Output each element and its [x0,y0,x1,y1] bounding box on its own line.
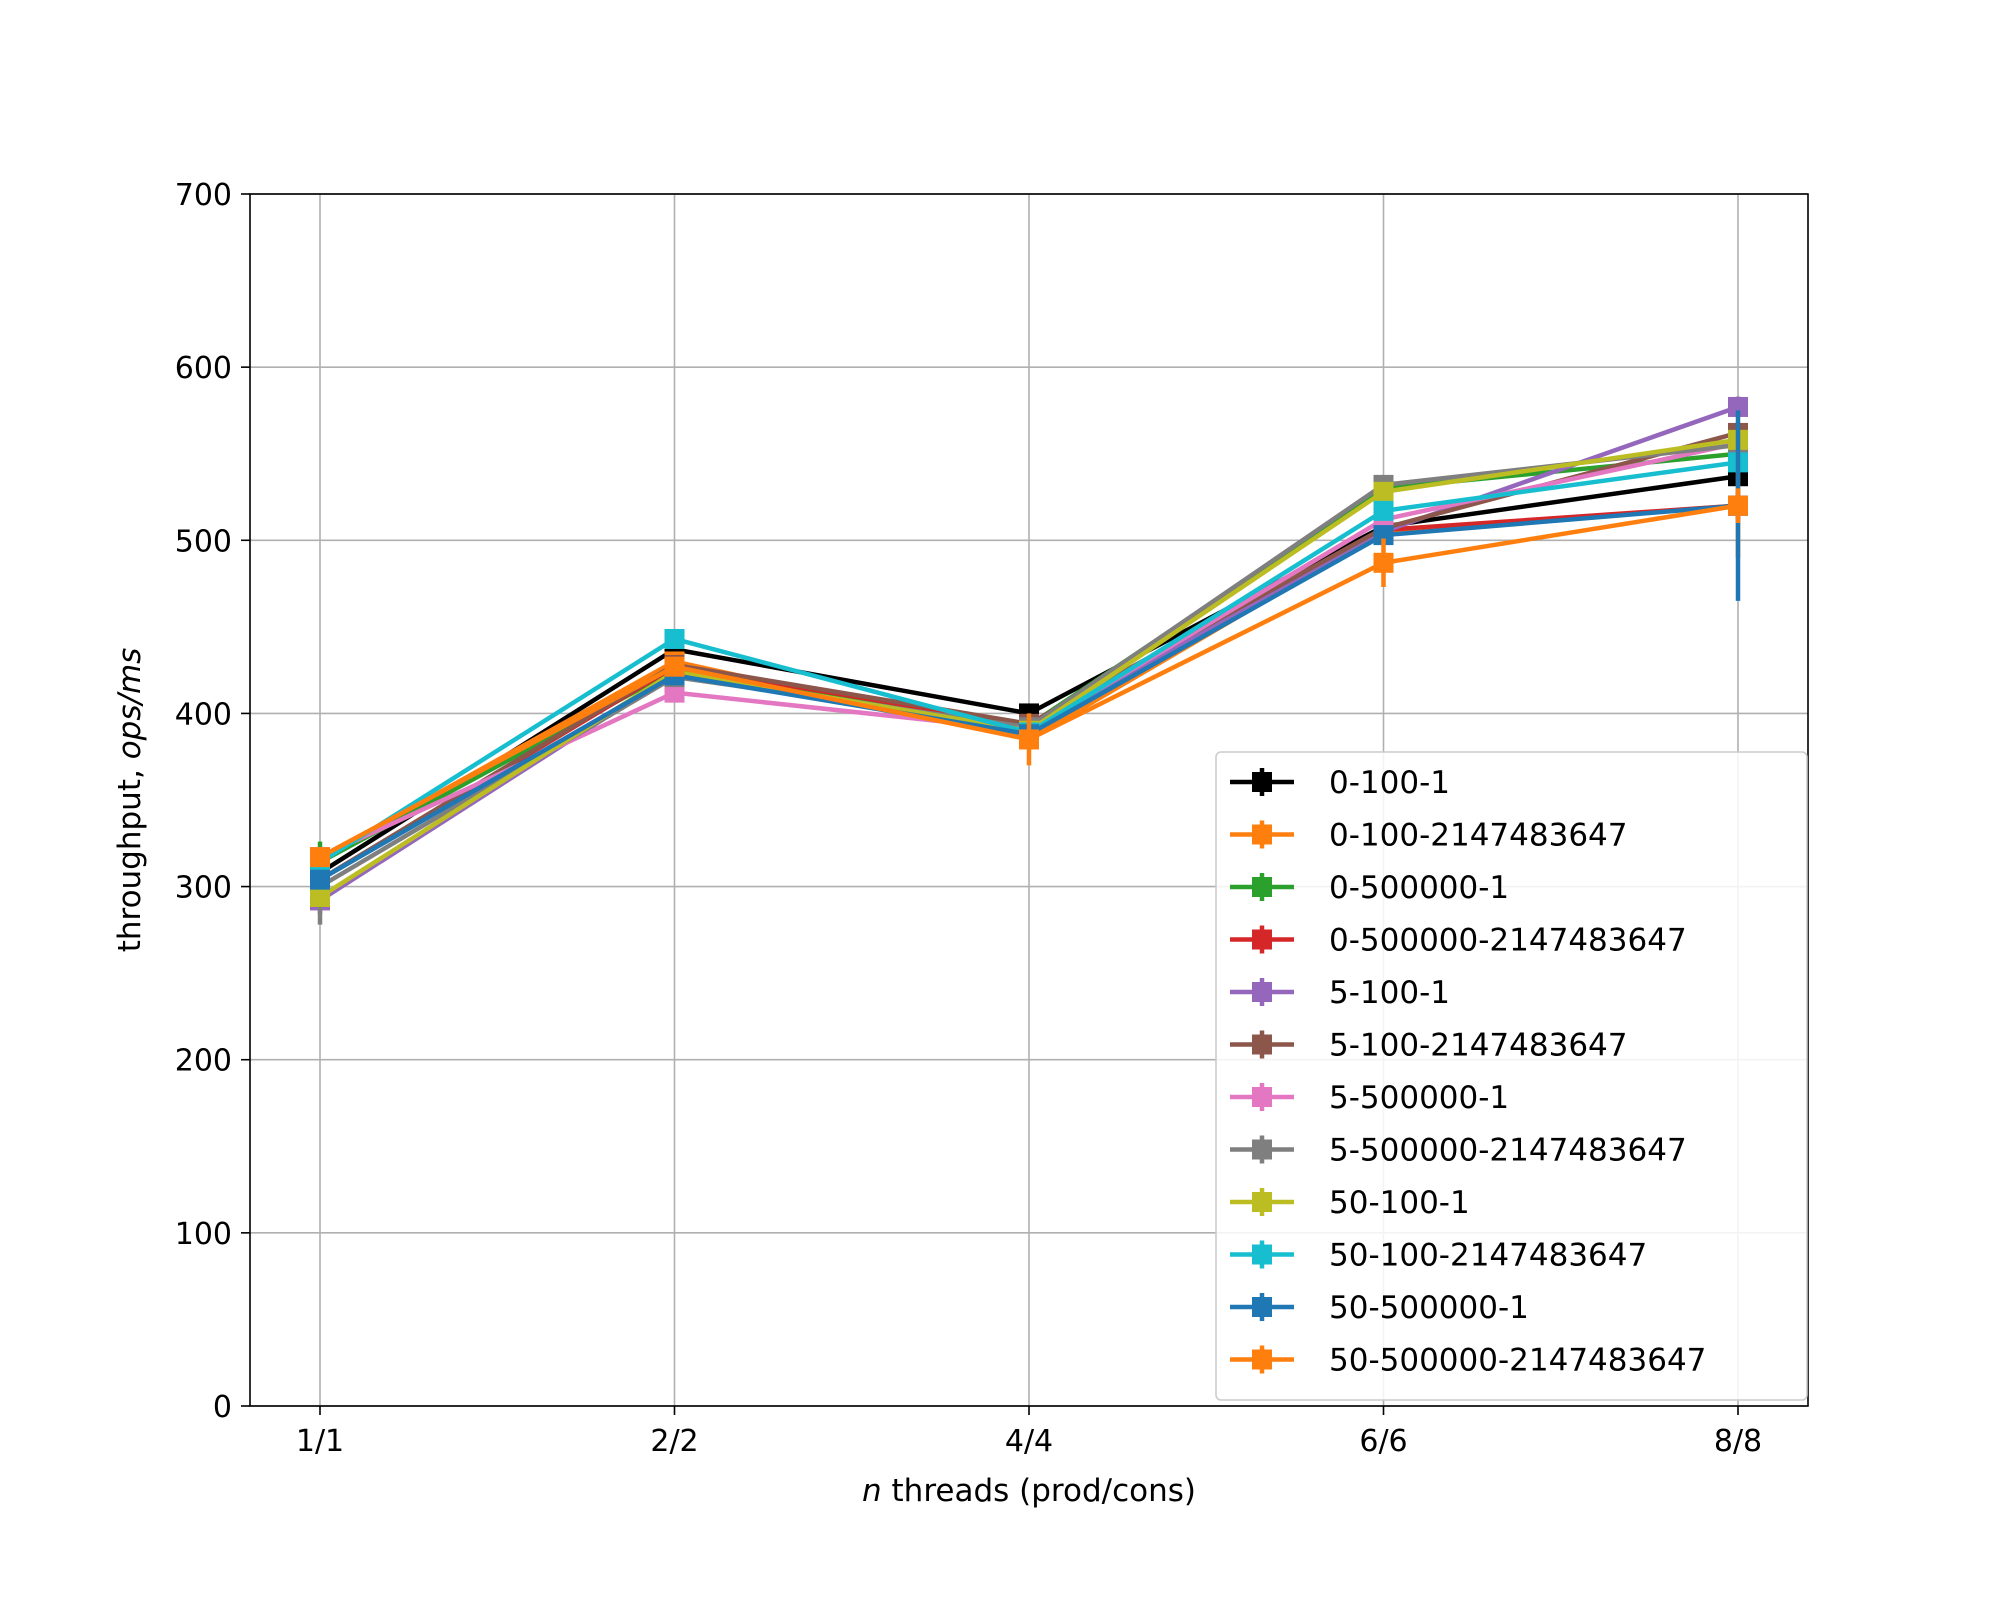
legend-swatch-marker [1252,877,1272,897]
legend-label: 5-500000-1 [1329,1080,1509,1116]
y-axis-label-italic: ops/ms [112,648,148,760]
legend-swatch-marker [1252,929,1272,950]
legend-entry: 50-100-2147483647 [1230,1238,1647,1274]
x-axis-label-italic: n [862,1473,882,1509]
data-point [310,847,330,868]
legend-entry: 0-100-1 [1230,765,1450,801]
legend-label: 5-100-2147483647 [1329,1028,1628,1064]
data-point [664,656,685,677]
x-tick-label: 8/8 [1714,1424,1762,1459]
data-point [1019,729,1039,750]
legend-label: 50-100-1 [1329,1185,1470,1221]
x-tick-label: 2/2 [650,1424,698,1459]
y-tick-label: 500 [175,524,232,559]
legend-entry: 5-100-2147483647 [1230,1028,1628,1064]
legend-entry: 0-500000-1 [1230,870,1509,906]
legend-label: 0-100-1 [1329,765,1450,801]
legend-swatch-marker [1252,1087,1272,1107]
data-point [664,628,685,649]
legend-swatch-marker [1252,1297,1272,1317]
legend-label: 0-500000-2147483647 [1329,923,1687,959]
data-point [1373,481,1394,502]
x-tick-label: 1/1 [296,1424,344,1459]
legend-entry: 0-500000-2147483647 [1230,923,1687,959]
x-axis-label: n threads (prod/cons) [862,1473,1196,1509]
legend-entry: 5-500000-2147483647 [1230,1133,1687,1169]
legend-entry: 0-100-2147483647 [1230,818,1628,854]
legend-label: 5-100-1 [1329,975,1450,1011]
legend-swatch-marker [1252,1034,1272,1055]
data-point [664,682,685,703]
axis-ticks: 1/1 2/2 4/4 6/6 8/8 0 100 200 300 400 500 600 700 [175,178,1762,1459]
legend-label: 0-100-2147483647 [1329,818,1628,854]
y-axis-label: throughput, ops/ms [112,648,148,953]
series-layer [310,396,1748,925]
legend-swatch-marker [1252,1139,1272,1160]
data-point [1373,552,1394,573]
x-tick-label: 4/4 [1005,1424,1053,1459]
legend-label: 0-500000-1 [1329,870,1509,906]
y-tick-label: 300 [175,871,232,906]
y-tick-label: 200 [175,1044,232,1079]
data-point [310,869,330,890]
legend-entry: 50-500000-1 [1230,1290,1529,1326]
legend-entry: 5-500000-1 [1230,1080,1509,1116]
y-tick-label: 100 [175,1217,232,1252]
legend-swatch-marker [1252,982,1272,1002]
x-tick-label: 6/6 [1359,1424,1407,1459]
legend-label: 5-500000-2147483647 [1329,1133,1687,1169]
legend-box [1215,751,1808,1401]
legend-swatch-marker [1252,1192,1272,1212]
legend-label: 50-500000-1 [1329,1290,1529,1326]
y-tick-label: 600 [175,351,232,386]
legend: 0-100-1 0-100-2147483647 0-500000-1 0-50000… [1215,751,1808,1401]
legend-swatch-marker [1252,1244,1272,1265]
data-point [1728,495,1748,516]
series-50-500000-2147483647 [310,488,1748,868]
legend-swatch-marker [1252,1349,1272,1370]
data-point [1373,525,1394,546]
legend-swatch-marker [1252,824,1272,845]
y-tick-label: 400 [175,697,232,732]
legend-label: 50-100-2147483647 [1329,1238,1647,1274]
legend-label: 50-500000-2147483647 [1329,1343,1706,1379]
y-tick-label: 0 [213,1390,232,1425]
data-point [1728,396,1748,417]
legend-entry: 50-100-1 [1230,1185,1470,1221]
legend-entry: 50-500000-2147483647 [1230,1343,1706,1379]
data-point [310,886,330,907]
y-tick-label: 700 [175,178,232,213]
y-axis-label-plain: throughput, [112,759,148,952]
data-point [1373,500,1394,521]
legend-entry: 5-100-1 [1230,975,1450,1011]
legend-swatch-marker [1252,772,1272,792]
x-axis-label-rest: threads (prod/cons) [882,1473,1196,1509]
